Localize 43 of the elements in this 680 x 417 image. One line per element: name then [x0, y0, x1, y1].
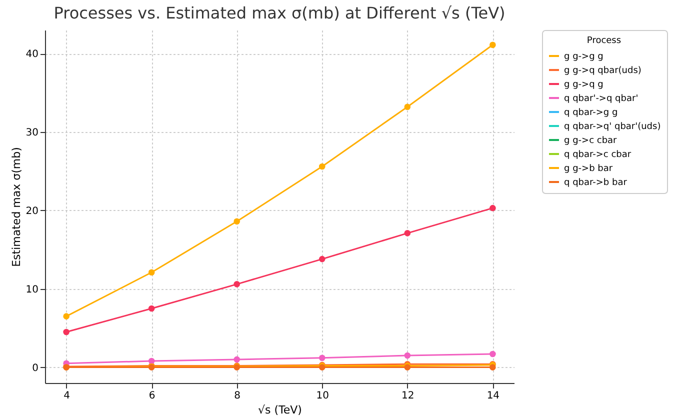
point — [318, 256, 326, 262]
y-tick-label: 0 — [32, 362, 38, 374]
y-tick-label: 20 — [26, 206, 38, 217]
point — [490, 364, 496, 370]
point — [234, 356, 240, 363]
point — [148, 269, 155, 276]
legend-label: q qbar->q' qbar'(uds) — [564, 122, 661, 132]
point — [404, 104, 411, 110]
legend-label: q qbar->b bar — [564, 178, 628, 188]
point — [318, 354, 326, 362]
y-tick-label: 10 — [26, 284, 38, 296]
point — [148, 305, 155, 312]
point — [490, 42, 496, 48]
x-tick-label: 6 — [148, 390, 156, 402]
legend-label: g g->b bar — [564, 164, 613, 174]
y-axis-title: Estimated max σ(mb) — [10, 147, 23, 267]
x-axis-title: √s (TeV) — [258, 404, 302, 416]
y-tick-label: 40 — [26, 49, 38, 60]
legend-label: g g->q g — [564, 80, 604, 90]
point — [63, 313, 70, 320]
legend-label: q qbar->g g — [564, 108, 618, 118]
point — [404, 230, 411, 236]
x-tick-label: 14 — [486, 390, 500, 402]
chart-title: Processes vs. Estimated max σ(mb) at Different √s (TeV) — [54, 4, 506, 22]
legend-label: g g->c cbar — [564, 136, 618, 146]
point — [404, 352, 411, 359]
point — [148, 358, 155, 364]
point — [318, 163, 326, 170]
x-tick-label: 4 — [64, 390, 70, 402]
point — [490, 204, 496, 212]
x-tick-label: 10 — [316, 390, 330, 402]
point — [490, 350, 496, 358]
legend-label: q qbar'->q qbar' — [564, 94, 638, 104]
x-tick-label: 8 — [234, 390, 241, 402]
legend-label: g g->q qbar(uds) — [564, 66, 642, 76]
legend-title: Process — [586, 36, 622, 46]
point — [234, 218, 240, 225]
point — [63, 328, 70, 336]
legend-label: q qbar->c cbar — [564, 150, 632, 160]
point — [234, 281, 240, 288]
legend-label: g g->g g — [564, 52, 604, 62]
y-tick-label: 30 — [26, 127, 38, 138]
x-tick-label: 12 — [402, 390, 414, 402]
